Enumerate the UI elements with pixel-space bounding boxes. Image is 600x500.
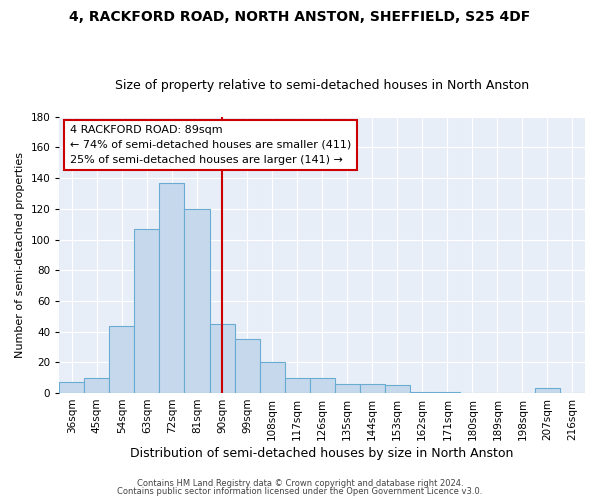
Bar <box>410 392 435 393</box>
Bar <box>209 324 235 393</box>
Text: Contains HM Land Registry data © Crown copyright and database right 2024.: Contains HM Land Registry data © Crown c… <box>137 478 463 488</box>
Bar <box>260 362 284 393</box>
Bar <box>85 378 109 393</box>
Bar <box>360 384 385 393</box>
Title: Size of property relative to semi-detached houses in North Anston: Size of property relative to semi-detach… <box>115 79 529 92</box>
Bar <box>235 340 260 393</box>
Bar <box>385 386 410 393</box>
X-axis label: Distribution of semi-detached houses by size in North Anston: Distribution of semi-detached houses by … <box>130 447 514 460</box>
Bar <box>310 378 335 393</box>
Bar <box>535 388 560 393</box>
Bar <box>109 326 134 393</box>
Bar <box>160 183 184 393</box>
Bar <box>435 392 460 393</box>
Text: 4, RACKFORD ROAD, NORTH ANSTON, SHEFFIELD, S25 4DF: 4, RACKFORD ROAD, NORTH ANSTON, SHEFFIEL… <box>70 10 530 24</box>
Text: 4 RACKFORD ROAD: 89sqm
← 74% of semi-detached houses are smaller (411)
25% of se: 4 RACKFORD ROAD: 89sqm ← 74% of semi-det… <box>70 125 351 164</box>
Bar <box>335 384 360 393</box>
Bar <box>59 382 85 393</box>
Y-axis label: Number of semi-detached properties: Number of semi-detached properties <box>15 152 25 358</box>
Bar <box>134 229 160 393</box>
Bar <box>184 209 209 393</box>
Text: Contains public sector information licensed under the Open Government Licence v3: Contains public sector information licen… <box>118 487 482 496</box>
Bar <box>284 378 310 393</box>
